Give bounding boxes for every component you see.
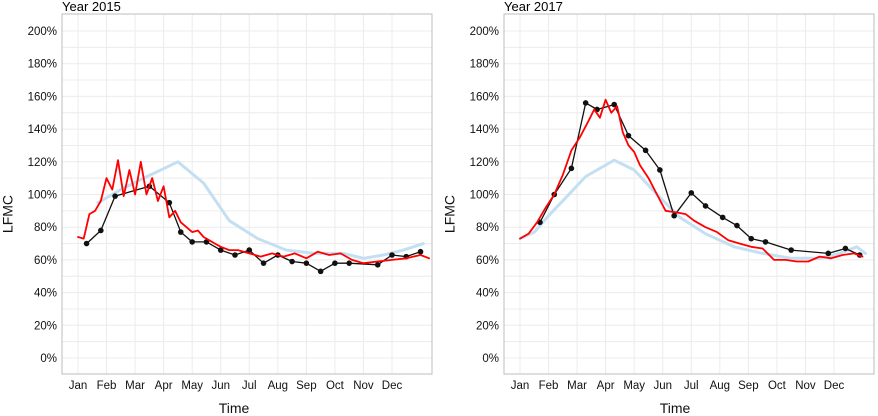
x-tick-label: Jun [653,380,672,392]
x-tick-label: May [623,380,645,392]
y-axis-label-2017: LFMC [442,195,458,233]
data-point-observed [657,167,663,173]
data-point-observed [611,101,617,108]
data-point-observed [260,260,267,266]
data-point-observed [289,258,295,265]
panel-title-2015: Year 2015 [62,0,121,14]
y-tick-label: 60% [476,255,499,267]
x-tick-label: Jan [511,380,530,392]
x-tick-label: Aug [710,380,730,392]
data-point-observed [203,239,210,245]
series-line-climatology [518,158,867,260]
y-tick-label: 180% [28,59,57,71]
x-tick-label: Dec [382,380,403,392]
x-tick-label: Sep [738,380,758,392]
data-point-observed [568,165,575,172]
data-point-observed [332,260,338,266]
data-point-observed [189,239,195,245]
data-point-observed [671,212,677,219]
y-tick-label: 20% [34,320,57,332]
y-tick-label: 140% [470,124,499,136]
data-point-observed [389,252,395,258]
data-point-observed [688,190,695,196]
y-tick-label: 60% [34,255,57,267]
y-tick-label: 100% [28,190,57,202]
y-tick-label: 160% [28,91,57,103]
x-tick-label: Jul [684,380,699,392]
x-tick-label: Apr [155,380,173,392]
series-line-daily [77,159,431,265]
x-tick-label: Nov [353,380,374,392]
x-axis-label-2017: Time [660,400,691,416]
data-point-observed [734,222,740,229]
y-tick-label: 40% [34,288,57,300]
data-point-observed [232,252,238,258]
y-tick-label: 40% [476,288,499,300]
data-point-observed [825,250,832,257]
y-axis-label-2015: LFMC [0,195,16,233]
data-point-observed [788,247,794,253]
x-tick-label: Sep [296,380,316,392]
series-line-climatology [96,160,425,260]
x-tick-label: Apr [597,380,615,392]
data-point-observed [303,260,310,266]
x-tick-label: Aug [268,380,288,392]
data-point-observed [842,245,849,252]
data-point-observed [417,248,424,255]
data-point-observed [346,260,352,266]
data-point-observed [217,247,224,253]
x-axis-label-2015: Time [219,400,250,416]
data-point-observed [112,193,118,199]
x-tick-label: Dec [824,380,845,392]
x-tick-label: Mar [567,380,587,392]
data-point-observed [625,132,632,139]
x-tick-label: Feb [97,380,117,392]
y-tick-label: 120% [470,157,499,169]
series-line-daily [519,98,864,263]
y-tick-label: 180% [470,59,499,71]
data-point-observed [748,235,755,242]
data-point-observed [246,247,253,253]
x-tick-label: Jul [242,380,257,392]
x-tick-label: Feb [539,380,559,392]
data-point-observed [762,239,769,245]
plot-frame [61,13,433,375]
y-tick-label: 80% [34,222,57,234]
panel-2015: 0% 20% 40% 60% 80% 100% 120% 140% 160% 180% 200% Ja… [28,13,433,392]
data-point-observed [177,229,184,235]
data-point-observed [374,262,381,268]
data-point-observed [582,100,589,106]
plot-frame [503,13,875,375]
y-tick-label: 120% [28,157,57,169]
y-tick-label: 200% [470,26,499,38]
y-tick-label: 100% [470,190,499,202]
y-tick-label: 0% [482,353,499,365]
x-tick-label: Oct [768,380,787,392]
y-tick-label: 160% [470,91,499,103]
data-point-observed [166,199,173,206]
data-point-observed [83,240,90,247]
x-tick-label: Jan [69,380,88,392]
data-point-observed [98,227,104,234]
y-tick-label: 0% [40,353,57,365]
y-tick-label: 20% [476,320,499,332]
x-tick-label: May [181,380,203,392]
y-tick-label: 140% [28,124,57,136]
panel-2017: 0% 20% 40% 60% 80% 100% 120% 140% 160% 180% 200% Ja… [470,13,875,392]
x-tick-label: Jun [211,380,230,392]
series-line-observed [539,102,861,256]
data-point-observed [702,203,709,209]
y-tick-label: 80% [476,222,499,234]
data-point-observed [317,268,324,275]
y-tick-label: 200% [28,26,57,38]
x-tick-label: Mar [125,380,145,392]
data-point-observed [719,214,726,221]
x-tick-label: Oct [326,380,345,392]
x-tick-label: Nov [795,380,816,392]
panel-title-2017: Year 2017 [504,0,563,14]
data-point-observed [642,147,649,154]
